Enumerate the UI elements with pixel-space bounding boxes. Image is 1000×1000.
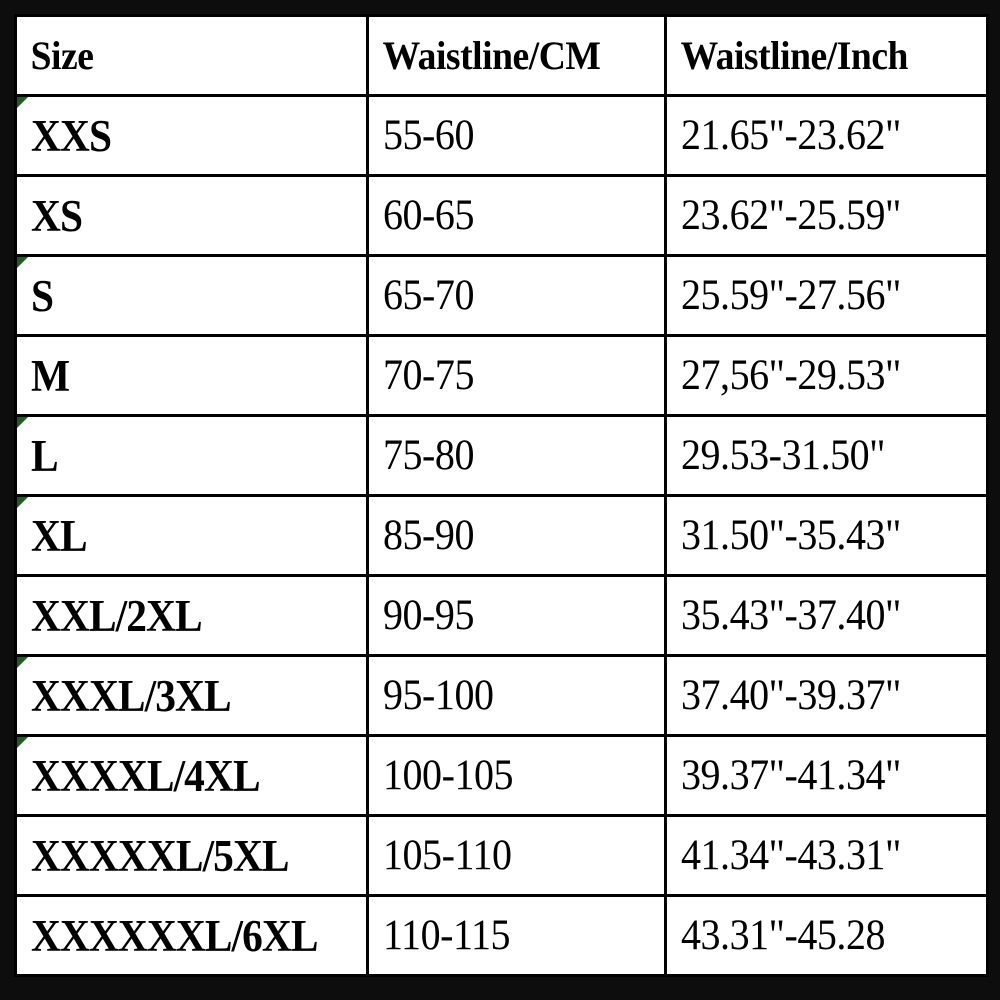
- cell-size: XL: [15, 495, 369, 577]
- cell-waistline-inch: 37.40"-39.37": [665, 655, 988, 737]
- column-header-size-label: Size: [30, 33, 93, 78]
- cell-waistline-cm: 70-75: [367, 335, 667, 417]
- cell-waistline-cm: 105-110: [367, 815, 667, 897]
- cell-waistline-inch: 43.31"-45.28: [665, 895, 988, 977]
- cell-waistline-cm: 90-95: [367, 575, 667, 657]
- table-row: XXL/2XL 90-95 35.43"-37.40": [15, 575, 988, 657]
- column-header-waistline-cm: Waistline/CM: [367, 15, 650, 97]
- table-row: S 65-70 25.59"-27.56": [15, 255, 988, 337]
- cell-size: L: [15, 415, 369, 497]
- table-row: XS 60-65 23.62"-25.59": [15, 175, 988, 257]
- cell-waistline-cm: 85-90: [367, 495, 667, 577]
- cell-size: S: [15, 255, 369, 337]
- cell-size: XXXXXXL/6XL: [15, 895, 369, 977]
- table-row: XXXXL/4XL 100-105 39.37"-41.34": [15, 735, 988, 817]
- cell-size: XXL/2XL: [15, 575, 369, 657]
- column-header-waistline-inch: Waistline/Inch: [665, 15, 969, 97]
- cell-waistline-inch: 29.53-31.50": [665, 415, 988, 497]
- cell-waistline-inch: 23.62"-25.59": [665, 175, 988, 257]
- cell-waistline-inch: 39.37"-41.34": [665, 735, 988, 817]
- cell-waistline-cm: 95-100: [367, 655, 667, 737]
- table-body: XXS 55-60 21.65"-23.62" XS 60-65 23.62"-…: [15, 95, 988, 977]
- size-chart-table: Size Waistline/CM Waistline/Inch XXS 55-…: [14, 14, 989, 977]
- column-header-size: Size: [15, 15, 348, 97]
- cell-waistline-cm: 110-115: [367, 895, 667, 977]
- table-row: XXXXXL/5XL 105-110 41.34"-43.31": [15, 815, 988, 897]
- column-header-waistline-cm-label: Waistline/CM: [382, 33, 600, 78]
- cell-size: XXXXXL/5XL: [15, 815, 369, 897]
- table-row: L 75-80 29.53-31.50": [15, 415, 988, 497]
- table-row: XXS 55-60 21.65"-23.62": [15, 95, 988, 177]
- cell-waistline-cm: 65-70: [367, 255, 667, 337]
- cell-waistline-cm: 55-60: [367, 95, 667, 177]
- cell-size: XXXL/3XL: [15, 655, 369, 737]
- cell-waistline-cm: 75-80: [367, 415, 667, 497]
- cell-size: M: [15, 335, 369, 417]
- table-row: XXXL/3XL 95-100 37.40"-39.37": [15, 655, 988, 737]
- column-header-waistline-inch-label: Waistline/Inch: [680, 33, 908, 78]
- table-header-row: Size Waistline/CM Waistline/Inch: [15, 15, 988, 97]
- table-row: XXXXXXL/6XL 110-115 43.31"-45.28: [15, 895, 988, 977]
- cell-size: XS: [15, 175, 369, 257]
- cell-waistline-inch: 31.50"-35.43": [665, 495, 988, 577]
- cell-waistline-inch: 35.43"-37.40": [665, 575, 988, 657]
- table-row: M 70-75 27,56"-29.53": [15, 335, 988, 417]
- cell-waistline-inch: 21.65"-23.62": [665, 95, 988, 177]
- cell-waistline-inch: 25.59"-27.56": [665, 255, 988, 337]
- cell-waistline-cm: 100-105: [367, 735, 667, 817]
- table-row: XL 85-90 31.50"-35.43": [15, 495, 988, 577]
- cell-waistline-inch: 41.34"-43.31": [665, 815, 988, 897]
- table-header: Size Waistline/CM Waistline/Inch: [15, 15, 988, 97]
- cell-waistline-cm: 60-65: [367, 175, 667, 257]
- cell-size: XXS: [15, 95, 369, 177]
- cell-waistline-inch: 27,56"-29.53": [665, 335, 988, 417]
- cell-size: XXXXL/4XL: [15, 735, 369, 817]
